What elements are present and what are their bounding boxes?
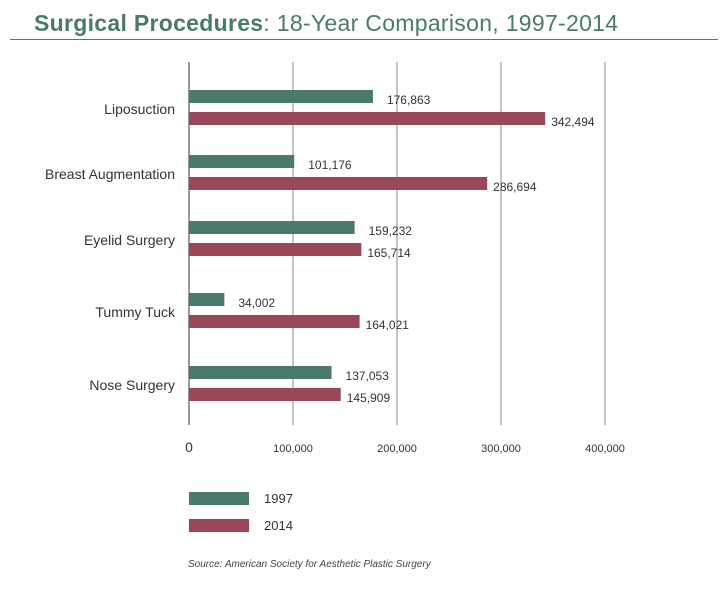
category-label: Liposuction bbox=[104, 101, 175, 117]
bar-1997 bbox=[189, 155, 295, 168]
data-label-1997: 176,863 bbox=[387, 93, 431, 107]
data-label-1997: 137,053 bbox=[346, 369, 390, 383]
legend-label-2014: 2014 bbox=[264, 518, 293, 533]
legend-swatch-2014 bbox=[189, 519, 249, 532]
bar-2014 bbox=[189, 112, 546, 125]
data-label-1997: 101,176 bbox=[308, 158, 352, 172]
x-tick-label: 300,000 bbox=[481, 443, 521, 455]
data-label-2014: 342,494 bbox=[551, 115, 595, 129]
legend-label-1997: 1997 bbox=[264, 491, 293, 506]
bar-2014 bbox=[189, 243, 362, 256]
bar-2014 bbox=[189, 315, 360, 328]
x-tick-label: 100,000 bbox=[273, 443, 313, 455]
source-note: Source: American Society for Aesthetic P… bbox=[188, 559, 431, 570]
chart-title: Surgical Procedures: 18-Year Comparison,… bbox=[34, 10, 618, 37]
data-label-2014: 286,694 bbox=[493, 180, 537, 194]
x-tick-label: 400,000 bbox=[585, 443, 625, 455]
legend-swatch-1997 bbox=[189, 492, 249, 505]
category-label: Breast Augmentation bbox=[45, 166, 175, 182]
data-label-1997: 159,232 bbox=[369, 224, 413, 238]
x-tick-label: 0 bbox=[185, 439, 193, 455]
data-label-2014: 145,909 bbox=[347, 391, 391, 405]
x-tick-label: 200,000 bbox=[377, 443, 417, 455]
bar-1997 bbox=[189, 221, 355, 234]
title-divider bbox=[10, 39, 718, 40]
category-label: Eyelid Surgery bbox=[84, 232, 175, 248]
bar-1997 bbox=[189, 90, 373, 103]
bar-1997 bbox=[189, 293, 225, 306]
bar-2014 bbox=[189, 388, 341, 401]
chart-title-bold: Surgical Procedures bbox=[34, 10, 264, 36]
category-label: Tummy Tuck bbox=[95, 304, 176, 320]
data-label-1997: 34,002 bbox=[238, 296, 275, 310]
bar-1997 bbox=[189, 366, 332, 379]
bar-2014 bbox=[189, 177, 488, 190]
chart-title-rest: : 18-Year Comparison, 1997-2014 bbox=[263, 10, 619, 36]
data-label-2014: 165,714 bbox=[367, 246, 411, 260]
data-label-2014: 164,021 bbox=[366, 318, 410, 332]
category-label: Nose Surgery bbox=[89, 377, 175, 393]
